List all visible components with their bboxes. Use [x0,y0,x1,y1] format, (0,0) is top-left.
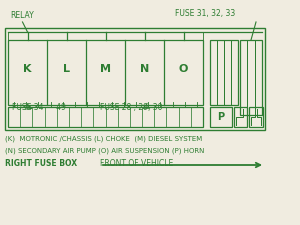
Bar [240,40,262,115]
Text: L: L [63,64,70,74]
Bar [234,107,247,127]
Text: FUSE 34 --  49: FUSE 34 -- 49 [12,103,66,112]
Text: K: K [23,64,32,74]
Text: (N) SECONDARY AIR PUMP (O) AIR SUSPENSION (P) HORN: (N) SECONDARY AIR PUMP (O) AIR SUSPENSIO… [5,147,204,153]
Bar [5,28,265,130]
Text: RELAY: RELAY [10,11,34,20]
Text: (K)  MOTRONIC /CHASSIS (L) CHOKE  (M) DIESEL SYSTEM: (K) MOTRONIC /CHASSIS (L) CHOKE (M) DIES… [5,135,202,142]
Text: N: N [140,64,149,74]
Bar [210,40,238,105]
Text: RIGHT FUSE BOX: RIGHT FUSE BOX [5,159,77,168]
Text: FUSE 31, 32, 33: FUSE 31, 32, 33 [175,9,235,18]
Bar [8,40,203,105]
Bar [8,107,203,127]
Text: M: M [100,64,111,74]
Bar [249,107,263,127]
Text: O: O [179,64,188,74]
Bar [210,107,232,127]
Text: FRONT OF VEHICLE: FRONT OF VEHICLE [100,159,173,168]
Text: FUSE 28 , 29, 30: FUSE 28 , 29, 30 [100,103,163,112]
Text: P: P [218,112,225,122]
